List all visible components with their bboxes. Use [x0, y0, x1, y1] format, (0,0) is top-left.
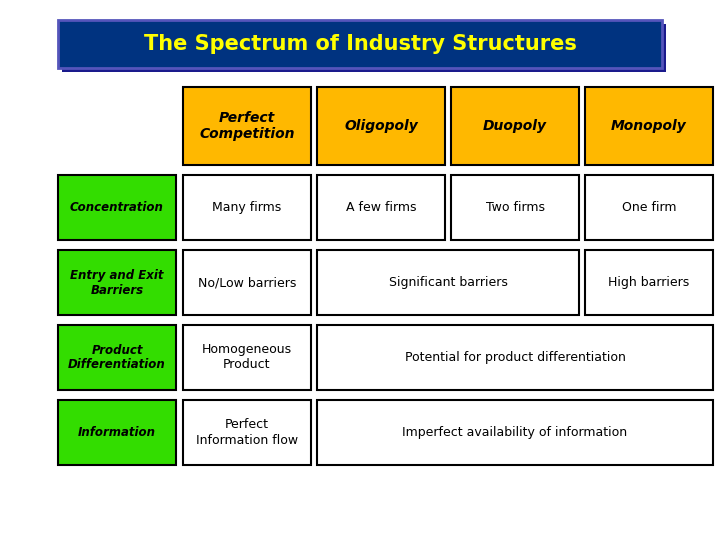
Text: Monopoly: Monopoly [611, 119, 687, 133]
Text: Information: Information [78, 426, 156, 439]
Bar [58, 325, 176, 390]
Bar [317, 250, 579, 315]
Bar [317, 175, 445, 240]
Bar [58, 400, 176, 465]
Bar [183, 325, 311, 390]
Bar [183, 250, 311, 315]
Text: One firm: One firm [622, 201, 676, 214]
Text: Perfect
Competition: Perfect Competition [199, 111, 294, 141]
Text: Significant barriers: Significant barriers [389, 276, 508, 289]
Text: Duopoly: Duopoly [483, 119, 547, 133]
Bar [451, 87, 579, 165]
Bar [451, 175, 579, 240]
Text: No/Low barriers: No/Low barriers [198, 276, 296, 289]
Bar [62, 24, 666, 72]
Text: Entry and Exit
Barriers: Entry and Exit Barriers [71, 268, 163, 296]
Bar [58, 175, 176, 240]
Text: Concentration: Concentration [70, 201, 164, 214]
Bar [183, 400, 311, 465]
Bar [183, 175, 311, 240]
Bar [183, 87, 311, 165]
Text: Potential for product differentiation: Potential for product differentiation [405, 351, 626, 364]
Text: Imperfect availability of information: Imperfect availability of information [402, 426, 628, 439]
Text: Homogeneous
Product: Homogeneous Product [202, 343, 292, 372]
Bar [58, 250, 176, 315]
Bar [585, 175, 713, 240]
Text: Many firms: Many firms [212, 201, 282, 214]
Text: Oligopoly: Oligopoly [344, 119, 418, 133]
Text: Two firms: Two firms [485, 201, 544, 214]
Text: A few firms: A few firms [346, 201, 416, 214]
Bar [317, 400, 713, 465]
Bar [317, 325, 713, 390]
Text: High barriers: High barriers [608, 276, 690, 289]
Bar [317, 87, 445, 165]
Text: Perfect
Information flow: Perfect Information flow [196, 418, 298, 447]
Bar [585, 250, 713, 315]
Bar [585, 87, 713, 165]
Bar [58, 20, 662, 68]
Text: Product
Differentiation: Product Differentiation [68, 343, 166, 372]
Text: The Spectrum of Industry Structures: The Spectrum of Industry Structures [143, 34, 577, 54]
